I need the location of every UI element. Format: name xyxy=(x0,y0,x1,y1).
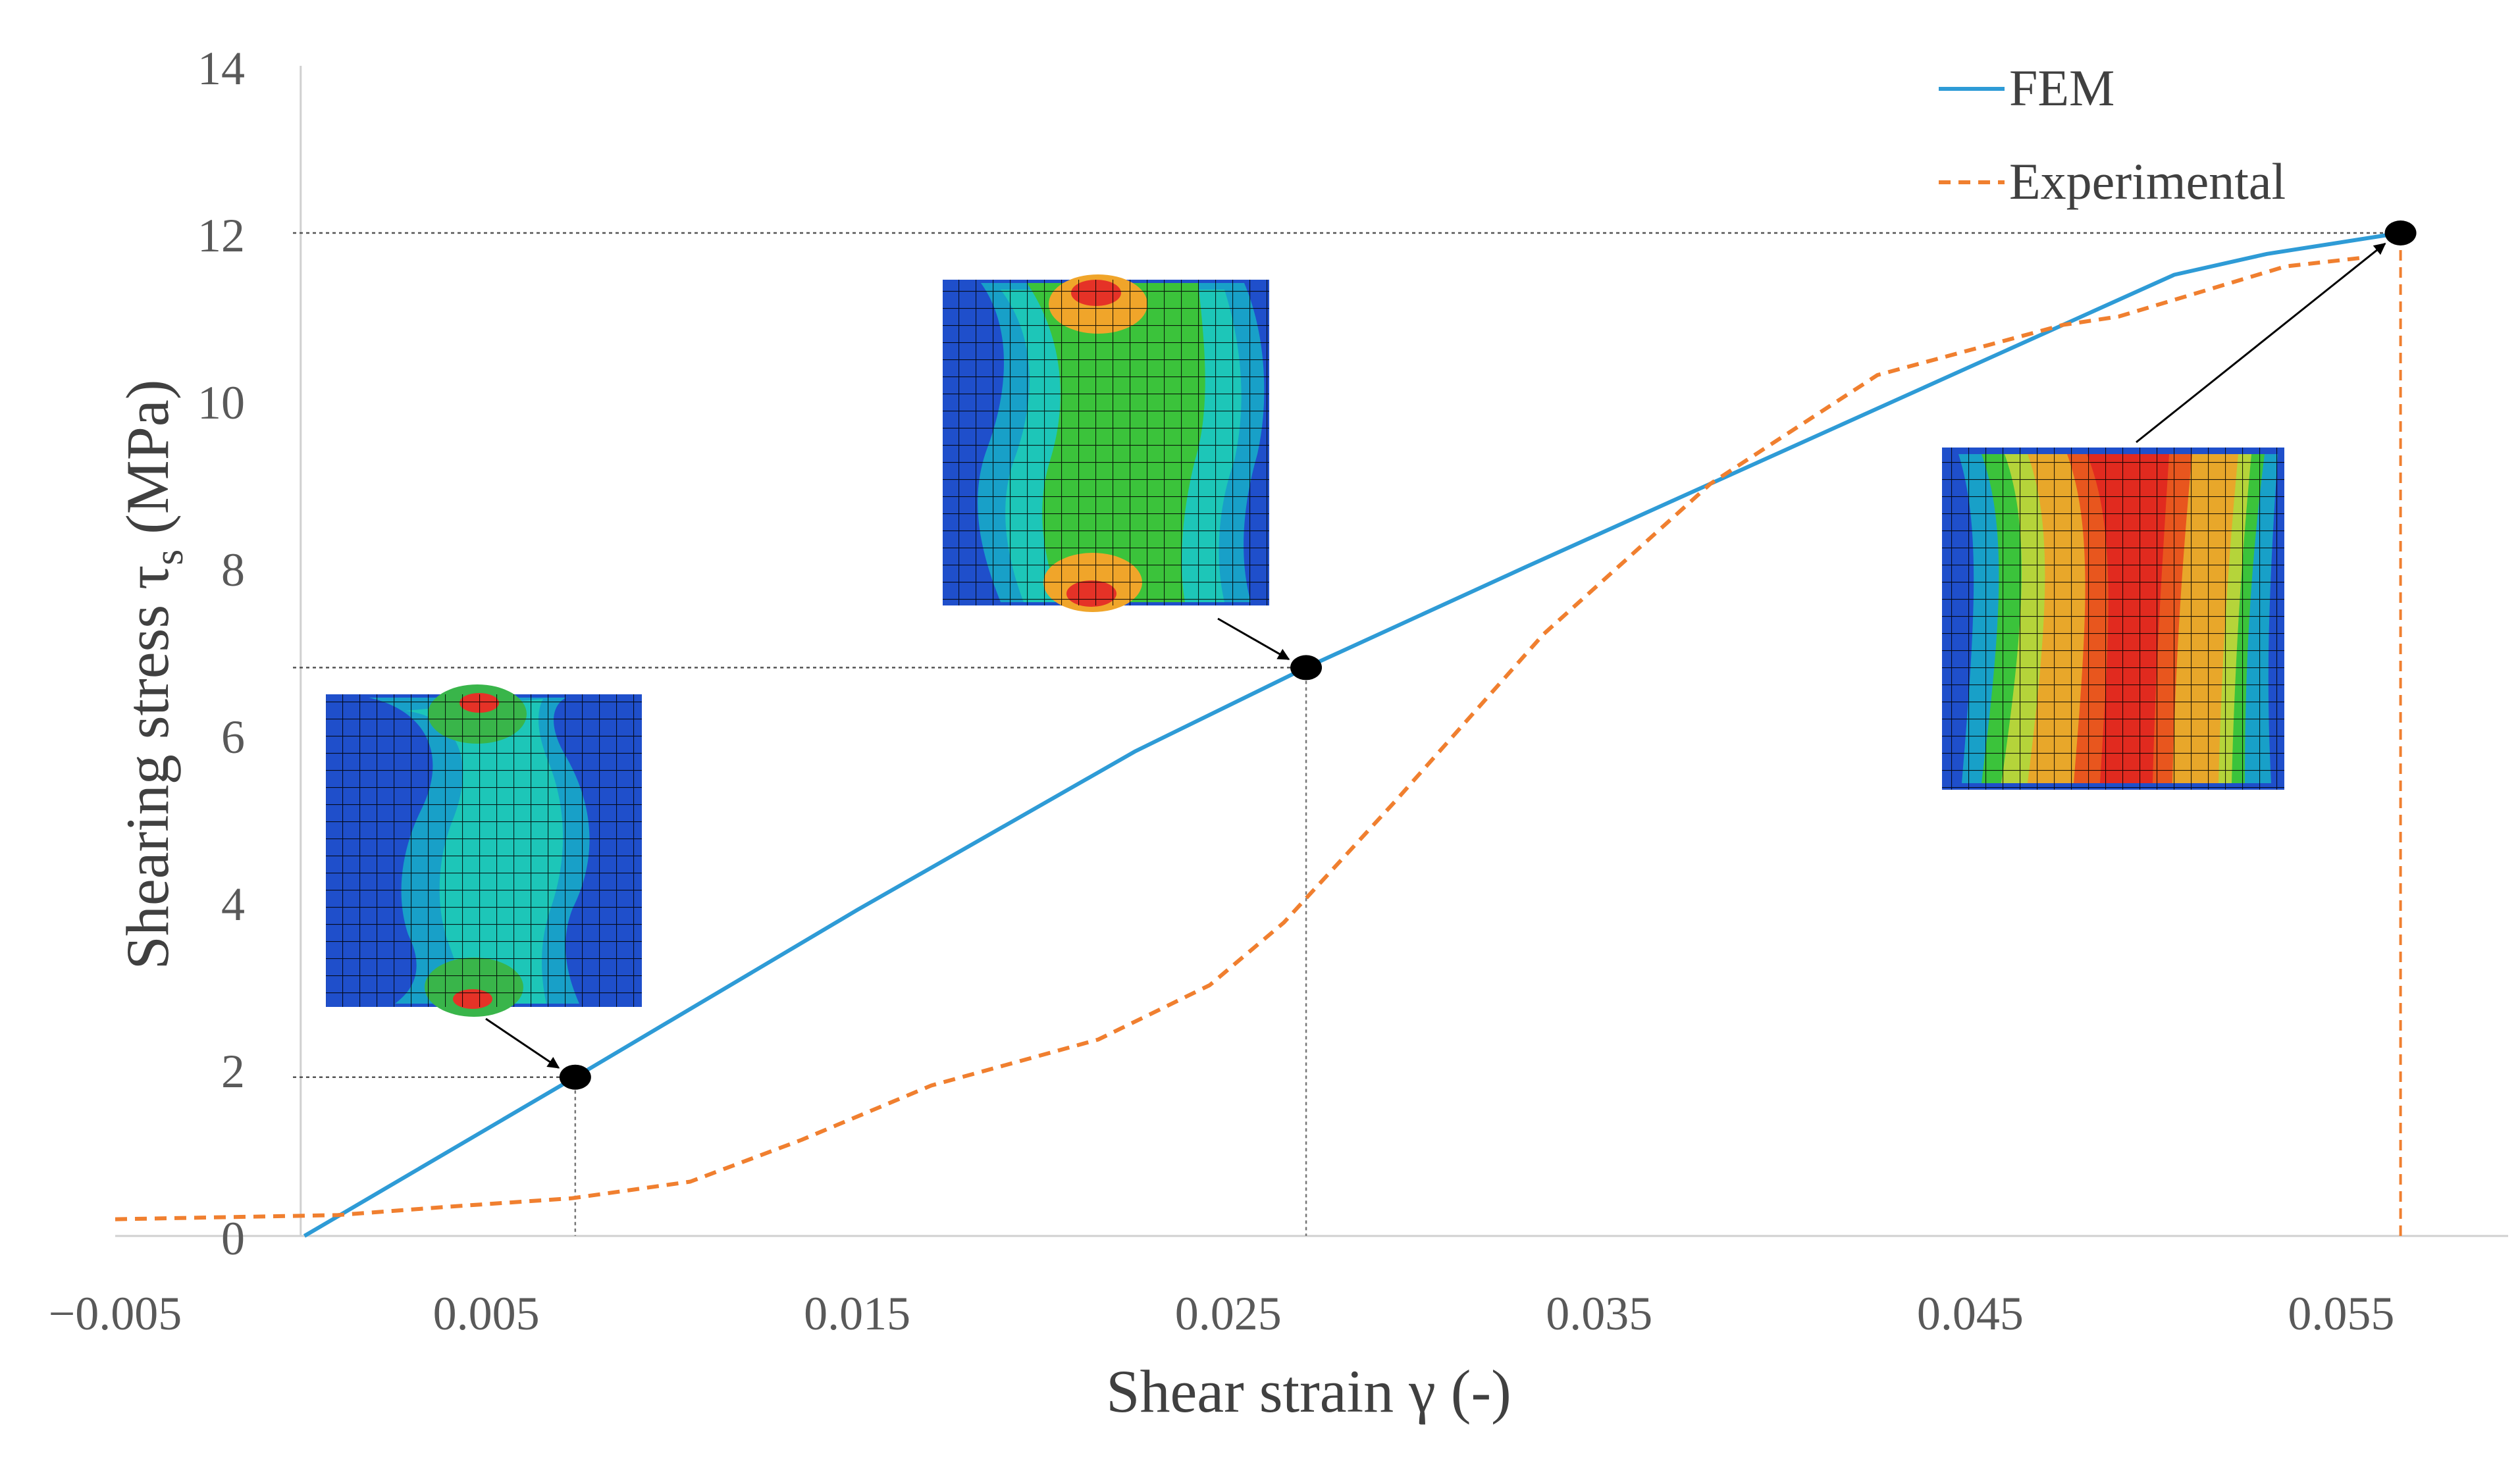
point-markers xyxy=(559,220,2417,1090)
y-tick-label: 0 xyxy=(221,1212,245,1265)
series-group xyxy=(115,231,2402,1238)
legend-label-experimental: Experimental xyxy=(2009,153,2286,210)
callout-arrow xyxy=(1217,617,1290,661)
contour-plot-mid xyxy=(943,274,1269,612)
series-line-experimental xyxy=(115,256,2360,1221)
legend-label-fem: FEM xyxy=(2009,59,2114,116)
x-tick-label: −0.005 xyxy=(49,1287,182,1340)
y-tick-label: 6 xyxy=(221,711,245,763)
contour-plot-failure xyxy=(1942,448,2284,790)
inset-group xyxy=(326,274,2284,1017)
y-axis-title: Shearing stress τs (MPa) xyxy=(114,380,192,970)
marker-point-2 xyxy=(1290,655,1323,680)
y-axis-title-sub: s xyxy=(147,550,192,565)
callout-arrow xyxy=(2136,242,2386,444)
x-tick-label: 0.015 xyxy=(804,1287,910,1340)
x-tick-label: 0.055 xyxy=(2288,1287,2394,1340)
x-tick-label: 0.005 xyxy=(433,1287,540,1340)
x-axis-title: Shear strain γ (-) xyxy=(1106,1358,1511,1425)
y-tick-label: 14 xyxy=(197,42,245,95)
y-tick-label: 10 xyxy=(197,376,245,429)
x-tick-label: 0.045 xyxy=(1917,1287,2024,1340)
marker-point-1 xyxy=(559,1064,591,1090)
y-tick-label: 12 xyxy=(197,209,245,262)
callout-arrows xyxy=(485,242,2386,1069)
y-axis-title-unit: (MPa) xyxy=(114,380,181,550)
contour-plot-low xyxy=(326,684,642,1017)
callout-arrow xyxy=(485,1017,560,1069)
marker-point-3 xyxy=(2384,220,2417,245)
legend: FEM Experimental xyxy=(1939,59,2286,210)
y-tick-label: 4 xyxy=(221,878,245,931)
series-line-fem xyxy=(303,231,2402,1238)
x-tick-label: 0.025 xyxy=(1175,1287,1282,1340)
y-axis-title-main: Shearing stress τ xyxy=(114,565,181,969)
y-tick-label: 8 xyxy=(221,544,245,596)
axes: 0 2 4 6 8 10 12 14 −0.005 0.005 0.015 0.025 0.035 0.0… xyxy=(49,42,2508,1340)
guide-lines xyxy=(293,232,2402,1236)
y-tick-label: 2 xyxy=(221,1045,245,1098)
x-tick-label: 0.035 xyxy=(1546,1287,1652,1340)
